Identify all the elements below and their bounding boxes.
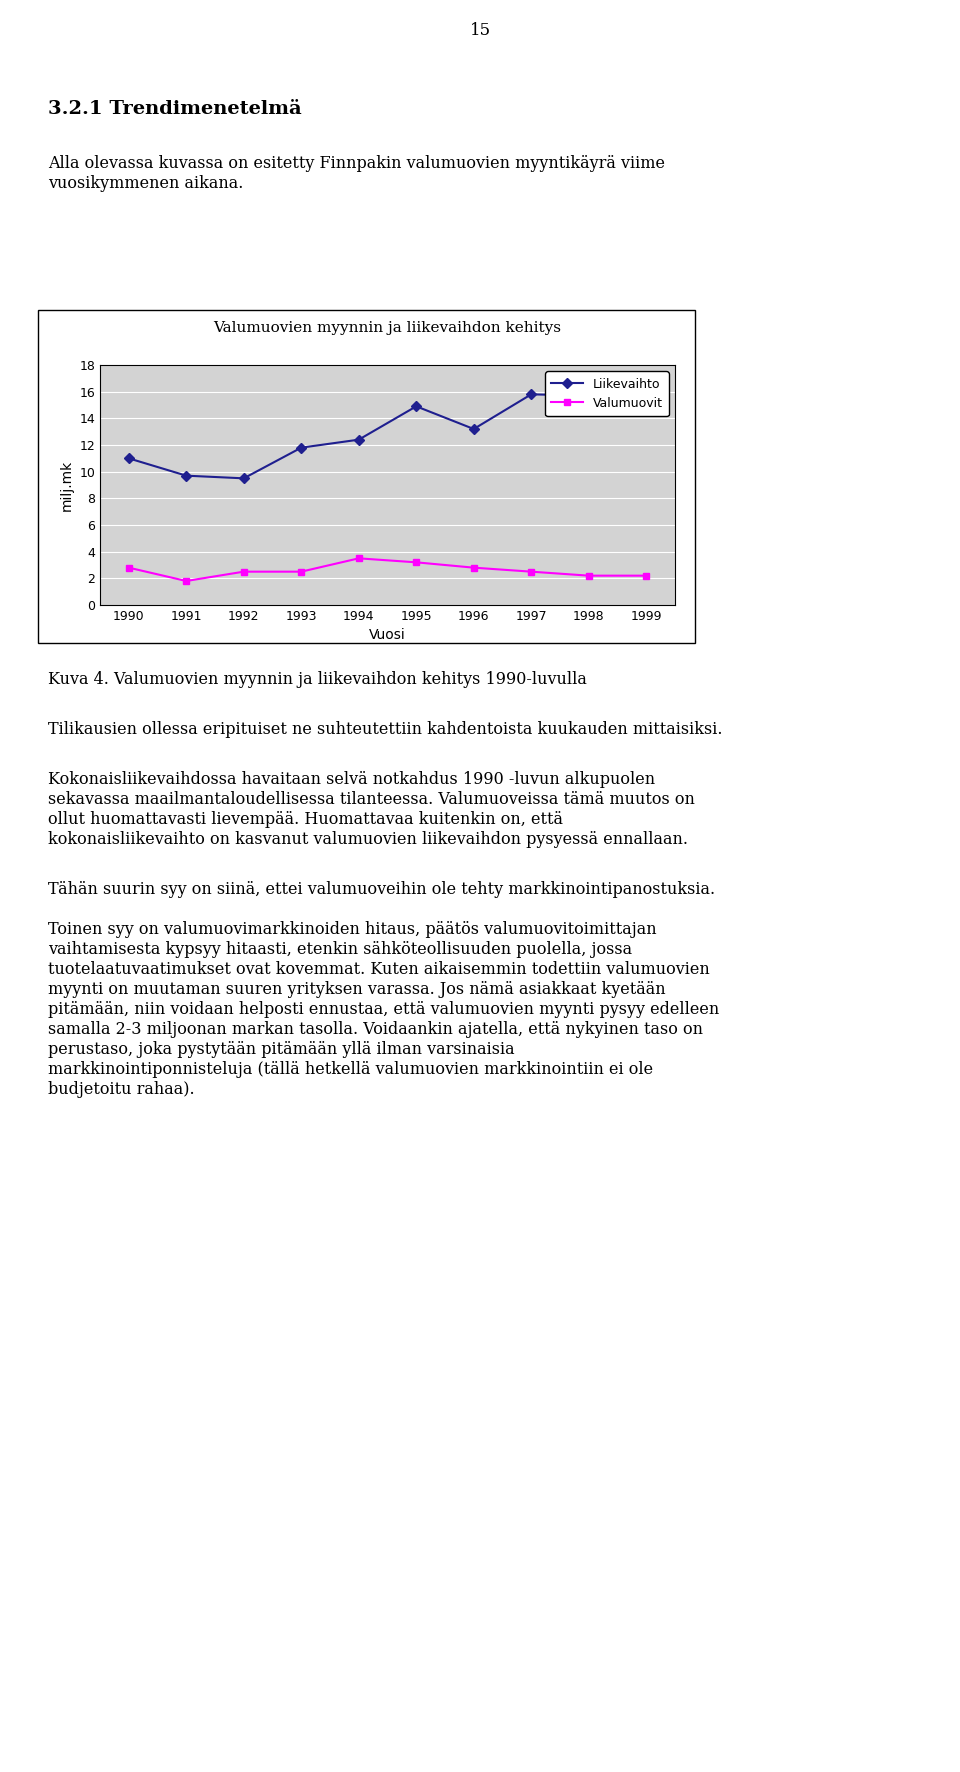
Valumuovit: [180, 571, 192, 592]
Text: markkinointiponnisteluja (tällä hetkellä valumuovien markkinointiin ei ole: markkinointiponnisteluja (tällä hetkellä…: [48, 1061, 653, 1077]
X-axis label: Vuosi: Vuosi: [370, 629, 406, 643]
Legend: Liikevaihto, Valumuovit: Liikevaihto, Valumuovit: [545, 372, 669, 416]
Text: kokonaisliikevaihto on kasvanut valumuovien liikevaihdon pysyessä ennallaan.: kokonaisliikevaihto on kasvanut valumuov…: [48, 831, 688, 849]
Text: Alla olevassa kuvassa on esitetty Finnpakin valumuovien myyntikäyrä viime: Alla olevassa kuvassa on esitetty Finnpa…: [48, 154, 665, 172]
Text: 3.2.1 Trendimenetelmä: 3.2.1 Trendimenetelmä: [48, 99, 301, 119]
Valumuovit: [583, 565, 594, 587]
Text: Toinen syy on valumuovimarkkinoiden hitaus, päätös valumuovitoimittajan: Toinen syy on valumuovimarkkinoiden hita…: [48, 921, 657, 937]
Liikevaihto: [180, 464, 192, 486]
Text: myynti on muutaman suuren yrityksen varassa. Jos nämä asiakkaat kyetään: myynti on muutaman suuren yrityksen vara…: [48, 982, 665, 998]
Line: Valumuovit: Valumuovit: [125, 555, 650, 585]
Liikevaihto: [238, 468, 250, 489]
Text: vaihtamisesta kypsyy hitaasti, etenkin sähköteollisuuden puolella, jossa: vaihtamisesta kypsyy hitaasti, etenkin s…: [48, 941, 632, 959]
Valumuovit: [353, 548, 365, 569]
Liikevaihto: [583, 385, 594, 406]
Liikevaihto: [468, 418, 479, 439]
Liikevaihto: [296, 438, 307, 459]
Line: Liikevaihto: Liikevaihto: [125, 386, 650, 482]
Y-axis label: milj.mk: milj.mk: [60, 459, 74, 510]
Text: Kokonaisliikevaihdossa havaitaan selvä notkahdus 1990 -luvun alkupuolen: Kokonaisliikevaihdossa havaitaan selvä n…: [48, 771, 655, 789]
Valumuovit: [525, 562, 537, 583]
Valumuovit: [468, 556, 479, 578]
Text: Kuva 4. Valumuovien myynnin ja liikevaihdon kehitys 1990-luvulla: Kuva 4. Valumuovien myynnin ja liikevaih…: [48, 672, 587, 688]
Text: budjetoitu rahaa).: budjetoitu rahaa).: [48, 1081, 195, 1099]
Text: 15: 15: [469, 21, 491, 39]
Text: ollut huomattavasti lievempää. Huomattavaa kuitenkin on, että: ollut huomattavasti lievempää. Huomattav…: [48, 812, 563, 828]
Text: Tilikausien ollessa eripituiset ne suhteutettiin kahdentoista kuukauden mittaisi: Tilikausien ollessa eripituiset ne suhte…: [48, 721, 723, 737]
Liikevaihto: [353, 429, 365, 450]
Text: samalla 2-3 miljoonan markan tasolla. Voidaankin ajatella, että nykyinen taso on: samalla 2-3 miljoonan markan tasolla. Vo…: [48, 1021, 703, 1038]
Liikevaihto: [123, 448, 134, 470]
Text: tuotelaatuvaatimukset ovat kovemmat. Kuten aikaisemmin todettiin valumuovien: tuotelaatuvaatimukset ovat kovemmat. Kut…: [48, 960, 709, 978]
Liikevaihto: [640, 379, 652, 400]
Valumuovit: [411, 551, 422, 572]
Text: Tähän suurin syy on siinä, ettei valumuoveihin ole tehty markkinointipanostuksia: Tähän suurin syy on siinä, ettei valumuo…: [48, 881, 715, 898]
Valumuovit: [640, 565, 652, 587]
Text: vuosikymmenen aikana.: vuosikymmenen aikana.: [48, 175, 244, 191]
Liikevaihto: [525, 385, 537, 406]
Valumuovit: [123, 556, 134, 578]
Text: pitämään, niin voidaan helposti ennustaa, että valumuovien myynti pysyy edelleen: pitämään, niin voidaan helposti ennustaa…: [48, 1001, 719, 1017]
Text: perustaso, joka pystytään pitämään yllä ilman varsinaisia: perustaso, joka pystytään pitämään yllä …: [48, 1040, 515, 1058]
Valumuovit: [238, 562, 250, 583]
Text: sekavassa maailmantaloudellisessa tilanteessa. Valumuoveissa tämä muutos on: sekavassa maailmantaloudellisessa tilant…: [48, 790, 695, 808]
Liikevaihto: [411, 395, 422, 416]
Text: Valumuovien myynnin ja liikevaihdon kehitys: Valumuovien myynnin ja liikevaihdon kehi…: [213, 321, 562, 335]
Valumuovit: [296, 562, 307, 583]
